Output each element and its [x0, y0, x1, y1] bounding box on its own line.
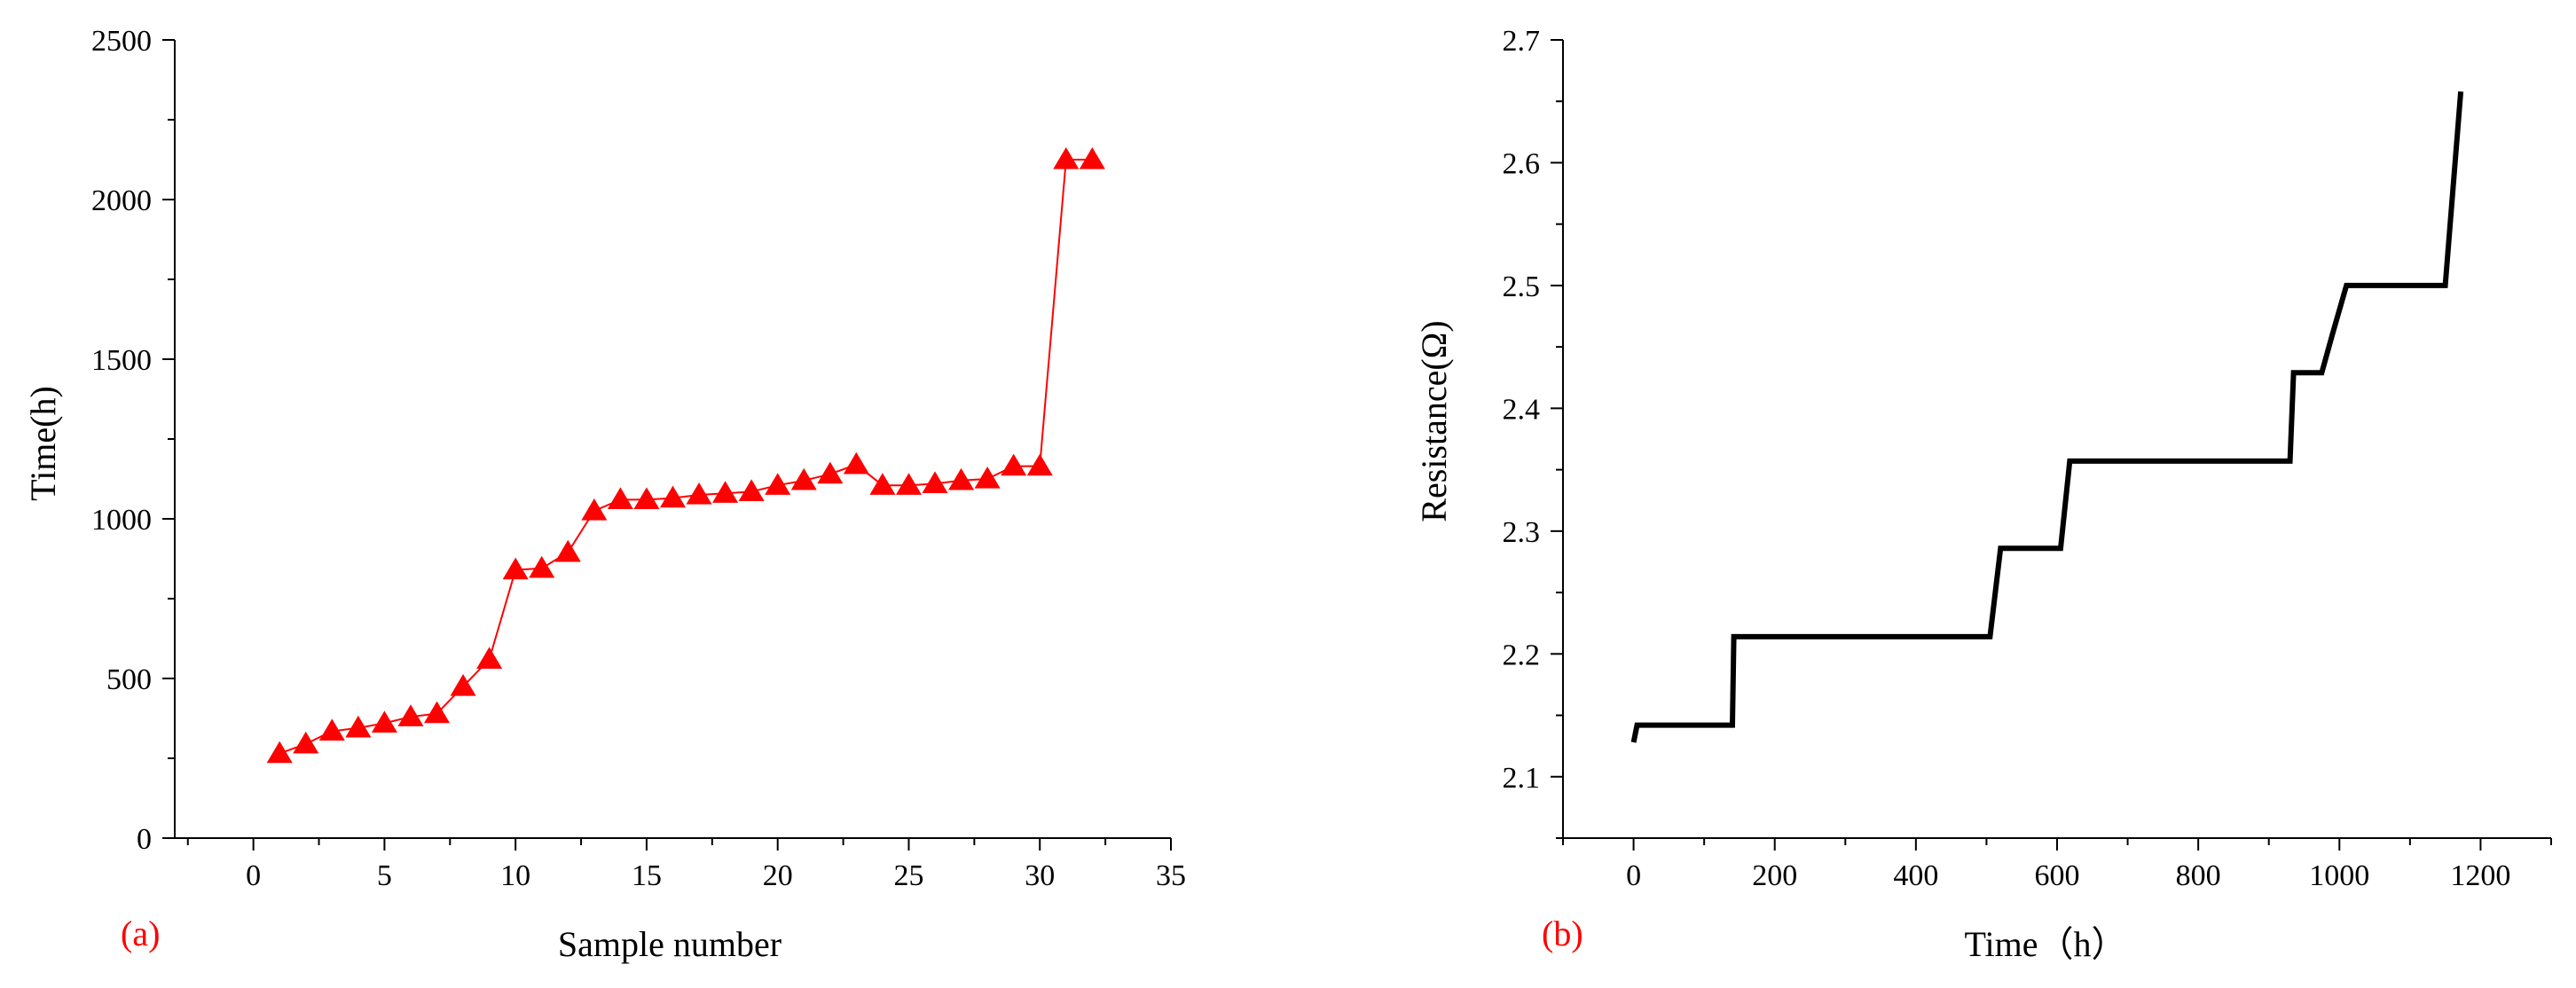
panel-b-x-tick-label: 200: [1752, 859, 1797, 892]
panel-a-data-point: [1053, 147, 1080, 169]
panel-a-data-point: [1079, 147, 1105, 169]
panel-a-data-point: [397, 704, 424, 726]
panel-a-data-point: [607, 487, 633, 510]
panel-a-data-point: [529, 555, 555, 578]
panel-b-y-tick-label: 2.3: [1503, 516, 1541, 549]
panel-b-y-tick-label: 2.2: [1503, 639, 1541, 671]
panel-a-data-point: [948, 467, 975, 490]
panel-a-marks: [266, 147, 1105, 764]
panel-b-y-tick-label: 2.6: [1503, 147, 1541, 180]
panel-b-y-tick-label: 2.7: [1503, 25, 1541, 58]
panel-a-data-point: [502, 557, 529, 580]
panel-b-x-tick-label: 1200: [2450, 859, 2510, 892]
panel-a-data-point: [765, 473, 791, 495]
panel-a-y-tick-label: 0: [137, 823, 152, 856]
panel-a-data-point: [266, 741, 293, 764]
panel-a-y-tick-label: 2500: [91, 25, 152, 58]
panel-a-x-tick-label: 35: [1156, 859, 1186, 892]
panel-a-data-point: [922, 471, 948, 494]
panel-a-data-point: [318, 718, 345, 741]
panel-a-data-point: [895, 473, 922, 495]
panel-a-x-tick-label: 5: [377, 859, 392, 892]
panel-a-series-line: [279, 159, 1093, 755]
panel-a-data-point: [371, 710, 397, 733]
panel-a-x-tick-label: 15: [632, 859, 662, 892]
panel-a-axes: 0 5 10 15 20 25 30 35 0 500 1000 1500 2000 2500: [91, 25, 1186, 892]
panel-b-x-tick-label: 0: [1626, 859, 1641, 892]
panel-b-x-axis-title: Time（h）: [1964, 924, 2126, 964]
panel-a-data-point: [712, 481, 739, 503]
panel-a-x-tick-label: 20: [763, 859, 793, 892]
panel-b-chart: 0 200 400 600 800 1000 1200 2.1 2.2 2.3 2.4 2.5 2.6 2…: [1414, 25, 2552, 964]
panel-a-data-point: [554, 539, 581, 562]
panel-b-y-tick-label: 2.1: [1503, 762, 1541, 795]
panel-b-label: (b): [1542, 914, 1583, 953]
panel-b-axes: 0 200 400 600 800 1000 1200 2.1 2.2 2.3 2.4 2.5 2.6 2…: [1503, 25, 2552, 892]
panel-a-x-tick-label: 10: [500, 859, 530, 892]
panel-b-y-tick-label: 2.4: [1503, 393, 1541, 426]
panel-a-data-point: [1001, 453, 1027, 476]
panel-a-data-point: [345, 715, 372, 738]
panel-a-y-axis-title: Time(h): [23, 386, 63, 501]
panel-a-y-tick-label: 1500: [91, 344, 152, 377]
panel-a-data-point: [686, 482, 712, 505]
panel-a-data-point: [633, 487, 660, 510]
panel-a-data-point: [843, 451, 869, 474]
panel-a-x-tick-label: 0: [246, 859, 261, 892]
panel-b-x-tick-label: 800: [2176, 859, 2221, 892]
panel-a-label: (a): [121, 914, 160, 953]
panel-a-y-tick-label: 2000: [91, 184, 152, 217]
panel-a-y-tick-label: 1000: [91, 504, 152, 537]
panel-a-data-point: [738, 479, 765, 502]
panel-b-y-axis-title: Resistance(Ω): [1414, 320, 1454, 521]
panel-b-x-tick-label: 1000: [2309, 859, 2369, 892]
panel-b-series-line: [1630, 90, 2464, 743]
panel-a-data-point: [869, 473, 896, 495]
panel-a-data-point: [450, 674, 476, 696]
panel-b-x-tick-label: 600: [2035, 859, 2080, 892]
panel-a-data-point: [476, 647, 503, 670]
panel-a-chart: 0 5 10 15 20 25 30 35 0 500 1000 1500 2000 2500 Sampl…: [23, 25, 1186, 964]
panel-a-x-tick-label: 25: [893, 859, 923, 892]
panel-a-data-point: [817, 461, 844, 484]
panel-a-data-point: [424, 701, 451, 724]
panel-a-data-point: [293, 731, 319, 754]
panel-a-data-point: [790, 467, 817, 490]
panel-a-data-point: [581, 498, 608, 521]
panel-a-data-point: [1026, 453, 1053, 476]
panel-a-x-tick-label: 30: [1025, 859, 1055, 892]
panel-a-data-point: [974, 467, 1001, 489]
panel-a-data-point: [659, 485, 687, 508]
panel-b-x-tick-label: 400: [1893, 859, 1938, 892]
panel-a-y-tick-label: 500: [106, 663, 152, 696]
panel-b-marks: [1630, 90, 2464, 743]
panel-b-y-tick-label: 2.5: [1503, 271, 1541, 303]
panel-a-x-axis-title: Sample number: [558, 924, 781, 964]
